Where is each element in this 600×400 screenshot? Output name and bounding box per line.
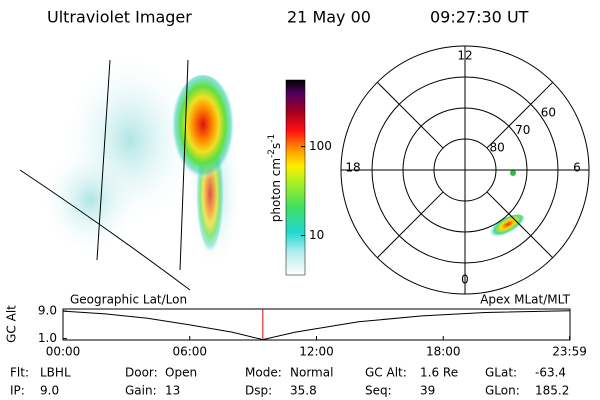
lat-label: 60 (541, 105, 556, 119)
field-label: Seq: (365, 384, 392, 398)
colorbar-tick-label: 100 (309, 139, 332, 153)
label-part: photon cm (269, 158, 283, 222)
lat-ring (371, 76, 559, 264)
y-tick-label: 9.0 (38, 304, 57, 318)
field-value: 39 (420, 384, 435, 398)
label-part: -2 (267, 149, 277, 158)
svg-text:photon cm-2s-1: photon cm-2s-1 (267, 134, 283, 223)
colorbar-tick-label: 10 (309, 228, 324, 242)
mlt-label: 12 (457, 49, 472, 63)
polar-spoke (486, 81, 554, 149)
field-label: IP: (10, 384, 25, 398)
mlt-label: 0 (461, 273, 469, 287)
colorbar-label: photon cm-2s-1 (267, 134, 283, 223)
y-label: GC Alt (5, 305, 19, 343)
lat-label: 70 (515, 123, 530, 137)
x-tick-label: 00:00 (46, 345, 81, 359)
field-label: Door: (125, 366, 158, 380)
x-tick-label: 23:59 (552, 345, 587, 359)
status-fields: Flt: LBHL Door: Open Mode: Normal GC Alt: 1.6 R… (10, 366, 569, 398)
field-label: Gain: (125, 384, 157, 398)
label-part: -1 (267, 134, 277, 143)
time: 09:27:30 UT (430, 8, 529, 27)
field-label: Dsp: (245, 384, 272, 398)
date: 21 May 00 (287, 8, 371, 27)
plot-frame (62, 308, 571, 341)
altitude-plot: Geographic Lat/Lon Apex MLat/MLT GC Alt 9.0… (5, 293, 587, 359)
altitude-curve (62, 310, 570, 341)
field-label: GLon: (485, 384, 520, 398)
polar-spoke (486, 191, 554, 259)
field-value: -63.4 (535, 366, 566, 380)
x-tick-label: 06:00 (172, 345, 207, 359)
field-value: 185.2 (535, 384, 569, 398)
auroral-image (19, 50, 243, 291)
right-title: Apex MLat/MLT (480, 293, 570, 307)
polar-spoke (376, 81, 444, 149)
x-tick-label: 12:00 (299, 345, 334, 359)
field-label: GC Alt: (365, 366, 407, 380)
instrument: Ultraviolet Imager (47, 8, 192, 27)
lat-ring (433, 138, 497, 202)
field-value: Open (165, 366, 197, 380)
y-tick-label: 1.0 (38, 331, 57, 345)
x-tick-label: 18:00 (426, 345, 461, 359)
field-value: 35.8 (290, 384, 317, 398)
field-value: 9.0 (40, 384, 59, 398)
left-title: Geographic Lat/Lon (70, 293, 187, 307)
colorbar (285, 79, 306, 276)
field-value: Normal (290, 366, 333, 380)
field-label: Mode: (245, 366, 282, 380)
field-label: GLat: (485, 366, 517, 380)
field-value: 1.6 Re (420, 366, 458, 380)
mlt-label: 6 (573, 161, 581, 175)
label-part: s (269, 143, 283, 149)
lat-label: 80 (490, 140, 505, 154)
field-label: Flt: (10, 366, 29, 380)
mlt-label: 18 (345, 161, 360, 175)
lat-ring (402, 107, 528, 233)
field-value: LBHL (40, 366, 71, 380)
field-value: 13 (165, 384, 180, 398)
polar-spoke (376, 191, 444, 259)
